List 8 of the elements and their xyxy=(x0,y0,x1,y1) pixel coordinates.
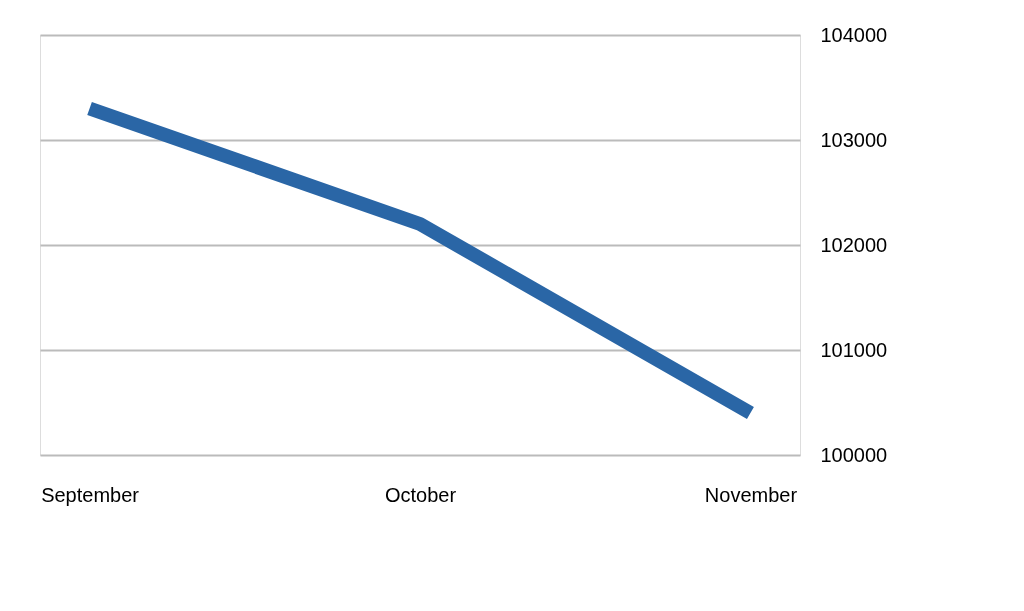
x-tick-label: October xyxy=(384,483,457,506)
y-tick-label: 100000 xyxy=(820,443,888,466)
y-tick-label: 103000 xyxy=(820,128,888,151)
x-tick-label: September xyxy=(41,483,140,506)
x-tick-label: November xyxy=(704,483,798,506)
y-tick-label: 104000 xyxy=(820,23,888,46)
y-tick-label: 101000 xyxy=(820,338,888,361)
y-tick-label: 102000 xyxy=(820,233,888,256)
